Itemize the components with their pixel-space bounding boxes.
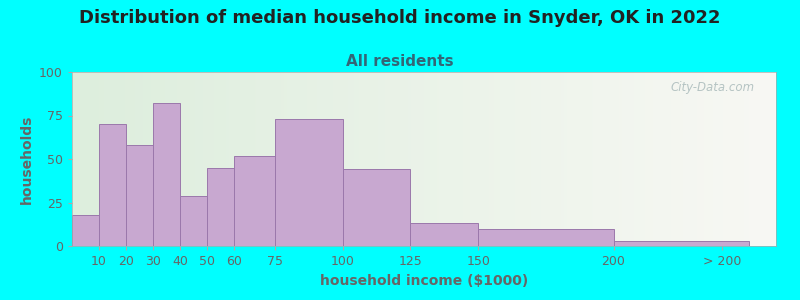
Bar [126,145,154,246]
X-axis label: household income ($1000): household income ($1000) [320,274,528,288]
Bar [478,229,614,246]
Bar [275,119,342,246]
Y-axis label: households: households [19,114,34,204]
Bar [614,241,749,246]
Text: Distribution of median household income in Snyder, OK in 2022: Distribution of median household income … [79,9,721,27]
Bar [207,168,234,246]
Bar [234,155,275,246]
Bar [72,215,99,246]
Text: City-Data.com: City-Data.com [670,81,755,94]
Bar [99,124,126,246]
Bar [154,103,180,246]
Text: All residents: All residents [346,54,454,69]
Bar [410,224,478,246]
Bar [180,196,207,246]
Bar [342,169,410,246]
